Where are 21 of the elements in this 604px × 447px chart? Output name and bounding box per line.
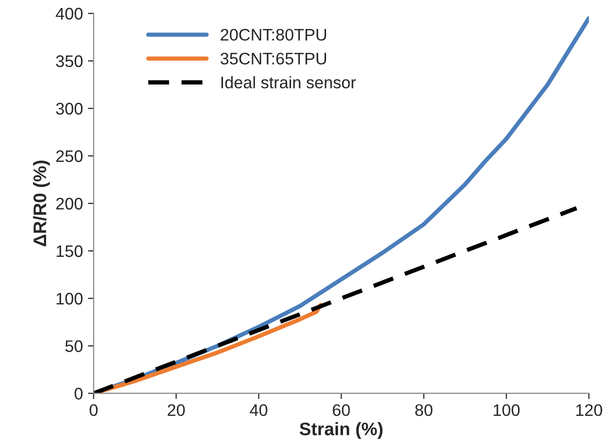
x-tick-label: 100 [494,404,520,416]
legend-label: 35CNT:65TPU [220,52,326,65]
y-tick-label: 50 [65,340,83,352]
y-tick-label: 400 [56,8,83,20]
y-tick-label: 0 [74,388,83,400]
x-tick-label: 20 [168,404,185,416]
x-axis-title: Strain (%) [300,422,382,439]
y-tick-label: 300 [56,102,83,115]
y-tick-label: 150 [56,245,83,258]
y-tick-label: 250 [56,150,83,162]
y-tick-label: 200 [56,198,83,210]
y-axis-title: ΔR/R0 (%) [33,160,50,246]
legend-label: 20CNT:80TPU [220,28,326,41]
x-tick-label: 0 [90,404,98,416]
x-tick-label: 120 [576,404,602,416]
x-tick-label: 40 [250,404,268,416]
y-tick-label: 100 [56,292,83,305]
legend-label: Ideal strain sensor [221,76,356,88]
x-tick-label: 80 [415,404,432,416]
y-tick-label: 350 [56,55,83,68]
x-tick-label: 60 [332,404,350,416]
